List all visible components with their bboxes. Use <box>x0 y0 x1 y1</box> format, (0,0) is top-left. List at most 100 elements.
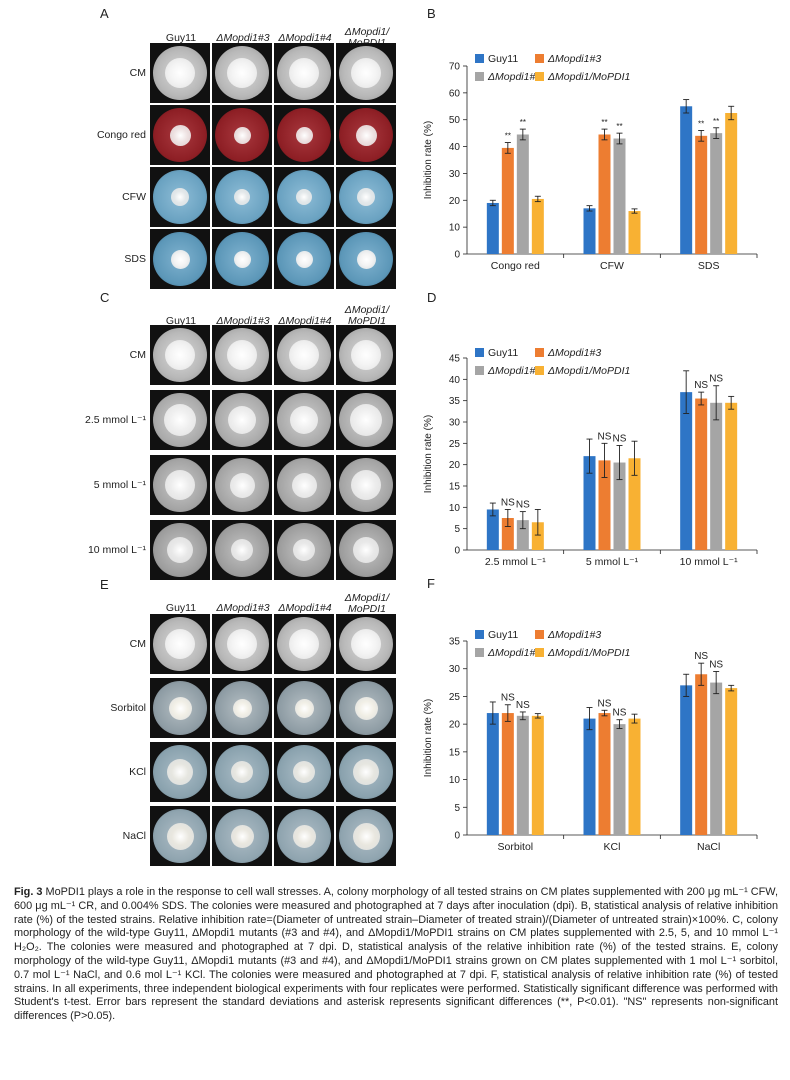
plate-photo <box>150 325 210 385</box>
row-label: Sorbitol <box>110 702 146 714</box>
plate-photo <box>150 229 210 289</box>
column-header: ΔMopdi1#4 <box>278 315 332 327</box>
fungal-colony <box>167 759 193 785</box>
legend-swatch <box>535 348 544 357</box>
legend-label: ΔMopdi1/MoPDI1 <box>547 71 630 83</box>
bar <box>628 211 641 254</box>
legend-swatch <box>535 366 544 375</box>
fungal-colony <box>357 188 375 206</box>
y-tick-label: 20 <box>449 196 461 207</box>
fungal-colony <box>234 189 250 205</box>
plate-photo <box>274 806 334 866</box>
column-header: ΔMopdi1/ MoPDI1 <box>344 304 390 327</box>
significance-mark: NS <box>598 698 612 709</box>
chart-d: D Inhibition rate (%) 0 5 10 15 20 25 30 35 40 45 NS… <box>423 290 758 568</box>
y-tick-label: 5 <box>454 524 460 535</box>
row-label: CM <box>129 67 146 79</box>
petri-dish <box>215 328 269 382</box>
row-label: 5 mmol L⁻¹ <box>93 479 146 491</box>
plate-photo <box>150 390 210 450</box>
fungal-colony <box>170 125 191 146</box>
y-tick-label: 5 <box>454 803 460 814</box>
petri-dish <box>215 393 269 447</box>
petri-dish <box>339 809 393 863</box>
y-tick-label: 40 <box>449 375 461 386</box>
petri-dish <box>339 458 393 512</box>
plate-photo <box>336 43 396 103</box>
fungal-colony <box>228 406 256 434</box>
fungal-colony <box>356 125 377 146</box>
petri-dish <box>215 170 269 224</box>
y-tick-label: 20 <box>449 460 461 471</box>
bar <box>710 133 723 254</box>
y-tick-label: 0 <box>454 831 460 842</box>
bar <box>680 685 693 835</box>
legend-swatch <box>535 630 544 639</box>
fungal-colony <box>167 537 193 563</box>
y-axis-label: Inhibition rate (%) <box>423 121 434 199</box>
legend-label: Guy11 <box>488 629 518 641</box>
plate-photo <box>212 229 272 289</box>
bar <box>531 522 544 550</box>
y-tick-label: 10 <box>449 503 461 514</box>
petri-dish <box>215 617 269 671</box>
petri-dish <box>277 393 331 447</box>
bar <box>598 134 611 254</box>
x-tick-label: KCl <box>604 841 621 853</box>
fungal-colony <box>227 58 257 88</box>
y-tick-label: 10 <box>449 775 461 786</box>
bar <box>486 202 499 254</box>
petri-dish <box>215 108 269 162</box>
row-label: SDS <box>124 253 146 265</box>
legend-label: Guy11 <box>488 347 518 359</box>
plate-photo <box>212 325 272 385</box>
fungal-colony <box>351 340 381 370</box>
legend-label: ΔMopdi1#3 <box>547 53 601 65</box>
plate-photo <box>274 678 334 738</box>
row-label: 2.5 mmol L⁻¹ <box>85 414 146 426</box>
plate-photo <box>336 325 396 385</box>
legend-swatch <box>475 348 484 357</box>
petri-dish <box>215 46 269 100</box>
fungal-colony <box>353 537 379 563</box>
bar <box>598 713 611 835</box>
petri-dish <box>277 617 331 671</box>
fungal-colony <box>233 699 252 718</box>
plate-photo <box>212 742 272 802</box>
fungal-colony <box>355 697 378 720</box>
fungal-colony <box>227 340 257 370</box>
plate-photo <box>336 806 396 866</box>
y-tick-label: 40 <box>449 142 461 153</box>
bar <box>501 518 514 550</box>
y-tick-label: 0 <box>454 250 460 261</box>
fungal-colony <box>167 823 194 850</box>
fungal-colony <box>357 250 376 269</box>
bar <box>628 458 641 550</box>
row-label: Congo red <box>96 129 146 141</box>
panel-letter-c: C <box>100 290 110 305</box>
significance-mark: ** <box>505 132 511 141</box>
legend-label: ΔMopdi1/MoPDI1 <box>547 647 630 659</box>
bar <box>613 462 626 550</box>
petri-dish <box>153 328 207 382</box>
significance-mark: ** <box>601 118 607 127</box>
fungal-colony <box>231 825 254 848</box>
significance-mark: NS <box>694 380 708 391</box>
row-label: CM <box>129 638 146 650</box>
petri-dish <box>215 458 269 512</box>
legend-swatch <box>535 648 544 657</box>
petri-dish <box>153 745 207 799</box>
petri-dish <box>339 170 393 224</box>
petri-dish <box>153 232 207 286</box>
bar <box>725 688 738 835</box>
legend-label: ΔMopdi1#4 <box>487 71 541 83</box>
legend-label: ΔMopdi1#4 <box>487 365 541 377</box>
plate-photo <box>336 229 396 289</box>
plate-photo <box>274 105 334 165</box>
fungal-colony <box>290 406 318 434</box>
column-header: Guy11 <box>165 602 197 614</box>
plate-photo <box>212 678 272 738</box>
plate-photo <box>336 105 396 165</box>
fungal-colony <box>353 823 380 850</box>
bar <box>710 682 723 835</box>
